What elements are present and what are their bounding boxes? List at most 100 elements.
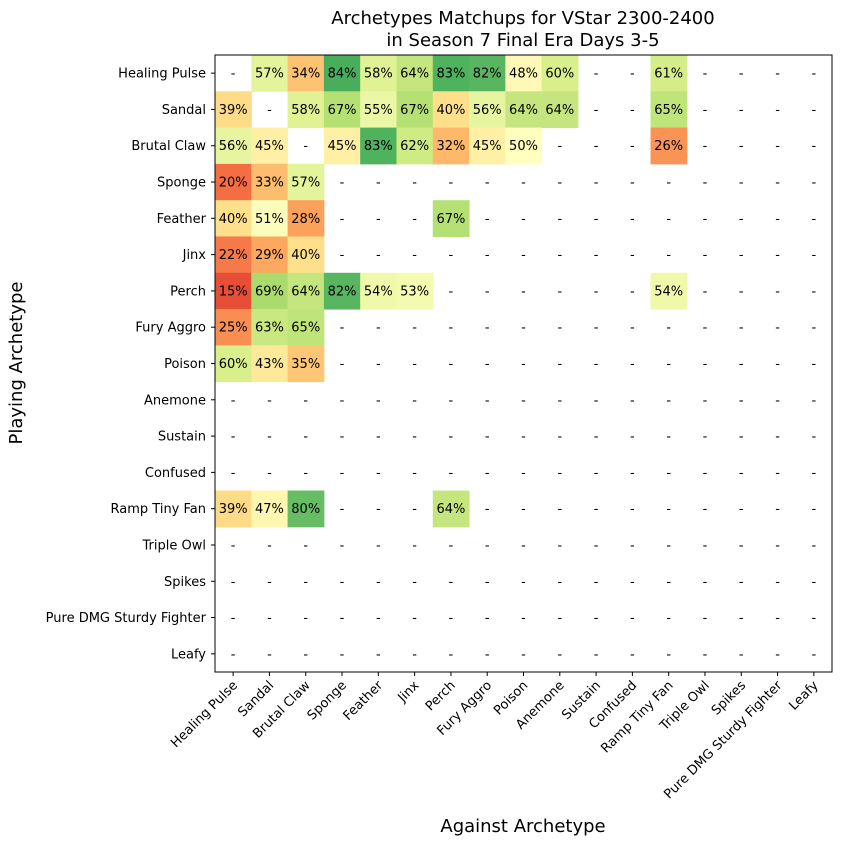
heatmap-cell-value: 22% — [219, 248, 248, 263]
heatmap-cell-value: - — [703, 284, 708, 299]
heatmap-cell-value: - — [666, 538, 671, 553]
heatmap-cell-value: - — [594, 321, 599, 336]
heatmap-cell — [505, 127, 543, 165]
heatmap-cell — [360, 127, 397, 165]
heatmap-cell-value: - — [340, 538, 345, 553]
heatmap-cell-value: - — [485, 176, 490, 191]
heatmap-cell-value: - — [521, 611, 526, 626]
heatmap-cell-value: - — [521, 647, 526, 662]
heatmap-cell — [396, 55, 434, 92]
heatmap-cell-value: - — [557, 139, 562, 154]
y-tick-label: Sustain — [158, 430, 206, 445]
heatmap-cell-value: - — [557, 430, 562, 445]
heatmap-cell — [469, 55, 506, 92]
heatmap-cell-value: 67% — [436, 212, 465, 227]
heatmap-cell-value: - — [267, 575, 272, 590]
heatmap-cell-value: - — [630, 466, 635, 481]
heatmap-cell-value: - — [267, 538, 272, 553]
heatmap-cell — [287, 490, 325, 528]
heatmap-cell-value: - — [412, 212, 417, 227]
heatmap-cell-value: - — [557, 357, 562, 372]
heatmap-cell-value: - — [449, 430, 454, 445]
heatmap-cell-value: 40% — [219, 212, 248, 227]
heatmap-cell-value: 64% — [545, 103, 574, 118]
y-tick-label: Jinx — [182, 248, 207, 263]
y-axis-ticks: Healing Pulse Sandal Brutal Claw Sponge Feat… — [46, 67, 215, 662]
heatmap-cell-value: - — [267, 430, 272, 445]
heatmap-cell-value: - — [376, 647, 381, 662]
heatmap-cell-value: - — [812, 611, 817, 626]
heatmap-cell-value: 45% — [255, 139, 284, 154]
heatmap-cell-value: - — [630, 575, 635, 590]
heatmap-cell — [251, 127, 289, 165]
heatmap-cell — [251, 490, 289, 528]
heatmap-cell-value: - — [340, 502, 345, 517]
heatmap-cell — [505, 91, 543, 129]
heatmap-cell-value: 65% — [291, 321, 320, 336]
heatmap-cell — [432, 127, 470, 165]
heatmap-cell-value: - — [703, 611, 708, 626]
heatmap-cell-value: 43% — [255, 357, 284, 372]
heatmap-cell — [360, 55, 397, 92]
heatmap-cell-value: - — [666, 575, 671, 590]
y-axis-label: Playing Archetype — [6, 281, 27, 444]
heatmap-cell-value: - — [485, 647, 490, 662]
heatmap-cell-value: - — [775, 538, 780, 553]
heatmap-cell-value: - — [485, 357, 490, 372]
y-tick-label: Anemone — [144, 393, 206, 408]
heatmap-cell-value: - — [231, 538, 236, 553]
heatmap-cell-value: - — [449, 575, 454, 590]
heatmap-cell — [215, 345, 252, 383]
x-tick-label: Leafy — [786, 678, 822, 714]
heatmap-cell-value: - — [594, 139, 599, 154]
heatmap-cell-value: - — [739, 176, 744, 191]
heatmap-cell — [215, 200, 252, 237]
heatmap-cell-value: - — [812, 103, 817, 118]
heatmap-cell-value: - — [739, 103, 744, 118]
heatmap-cell-value: 25% — [219, 321, 248, 336]
heatmap-cell-value: - — [412, 248, 417, 263]
heatmap-cell — [396, 127, 434, 165]
heatmap-cell-value: - — [703, 502, 708, 517]
heatmap-cell-value: - — [775, 357, 780, 372]
heatmap-cell-value: - — [557, 284, 562, 299]
heatmap-cell-value: - — [485, 212, 490, 227]
heatmap-cell-value: - — [739, 139, 744, 154]
heatmap-cell-value: - — [485, 538, 490, 553]
heatmap-cell-value: - — [594, 103, 599, 118]
heatmap-cell-value: - — [557, 212, 562, 227]
heatmap-cell-value: 61% — [654, 67, 683, 82]
heatmap-cell — [287, 91, 325, 129]
heatmap-cell-value: - — [521, 538, 526, 553]
heatmap-cell-value: - — [340, 430, 345, 445]
heatmap-cell-value: - — [376, 611, 381, 626]
heatmap-cell-value: - — [775, 466, 780, 481]
heatmap-cell-value: 47% — [255, 502, 284, 517]
heatmap-cell-value: - — [557, 248, 562, 263]
heatmap-cell-value: - — [521, 248, 526, 263]
heatmap-cell-value: - — [485, 284, 490, 299]
heatmap-cell-value: 51% — [255, 212, 284, 227]
heatmap-cell-value: - — [376, 321, 381, 336]
heatmap-cell-value: 58% — [364, 67, 393, 82]
heatmap-cell-value: - — [703, 321, 708, 336]
heatmap-cell-value: - — [666, 357, 671, 372]
heatmap-cell-value: - — [775, 575, 780, 590]
heatmap-cell-value: - — [303, 430, 308, 445]
heatmap-cell-value: - — [231, 430, 236, 445]
heatmap-cell-value: - — [739, 538, 744, 553]
heatmap-cell-value: - — [630, 538, 635, 553]
heatmap-cell-value: - — [703, 248, 708, 263]
heatmap-cell-value: - — [703, 430, 708, 445]
y-tick-label: Fury Aggro — [135, 321, 206, 336]
heatmap-cell-value: - — [412, 611, 417, 626]
heatmap-cell — [251, 163, 289, 201]
heatmap-cell-value: - — [775, 176, 780, 191]
heatmap-cell-value: - — [739, 430, 744, 445]
heatmap-cell — [432, 490, 470, 528]
heatmap-cell-value: - — [775, 430, 780, 445]
heatmap-cells — [215, 55, 688, 528]
y-tick-label: Leafy — [171, 647, 206, 662]
heatmap-cell — [215, 127, 252, 165]
heatmap-cell-value: - — [557, 502, 562, 517]
